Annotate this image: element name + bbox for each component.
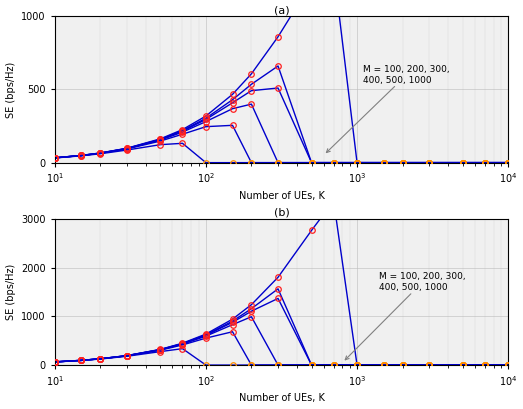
Title: (b): (b) [274, 208, 289, 218]
Y-axis label: SE (bps/Hz): SE (bps/Hz) [6, 264, 16, 320]
Text: M = 100, 200, 300,
400, 500, 1000: M = 100, 200, 300, 400, 500, 1000 [326, 65, 450, 153]
X-axis label: Number of UEs, K: Number of UEs, K [238, 393, 324, 403]
X-axis label: Number of UEs, K: Number of UEs, K [238, 191, 324, 201]
Title: (a): (a) [274, 6, 289, 16]
Y-axis label: SE (bps/Hz): SE (bps/Hz) [6, 61, 16, 118]
Text: M = 100, 200, 300,
400, 500, 1000: M = 100, 200, 300, 400, 500, 1000 [345, 272, 466, 360]
